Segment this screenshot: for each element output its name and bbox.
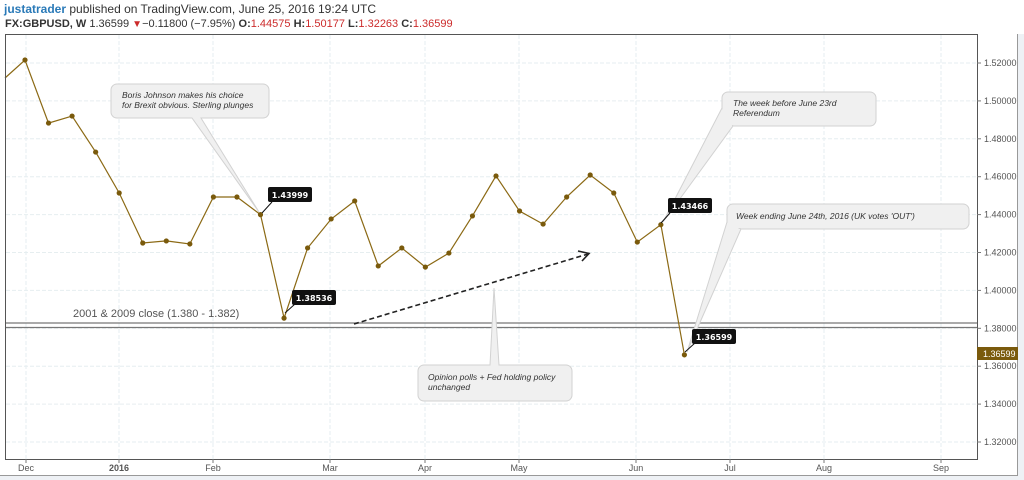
y-tick-label: 1.50000 bbox=[984, 96, 1017, 106]
publisher-line: justatrader published on TradingView.com… bbox=[4, 2, 376, 16]
data-point[interactable] bbox=[210, 194, 216, 200]
y-tick-label: 1.36000 bbox=[984, 361, 1017, 371]
data-point[interactable] bbox=[187, 241, 193, 247]
data-point[interactable] bbox=[163, 238, 169, 244]
callout-opinion[interactable]: Opinion polls + Fed holding policy uncha… bbox=[417, 287, 573, 402]
plot-frame bbox=[5, 34, 978, 460]
data-point[interactable] bbox=[587, 172, 593, 178]
data-point[interactable] bbox=[375, 263, 381, 269]
support-levels[interactable] bbox=[5, 322, 977, 329]
x-tick-label: Aug bbox=[816, 463, 832, 473]
chart-header: justatrader published on TradingView.com… bbox=[0, 0, 1024, 34]
close-value: 1.36599 bbox=[412, 18, 453, 30]
callout-opinion-line2: unchanged bbox=[428, 382, 470, 392]
price-tag-4-text: 1.36599 bbox=[696, 333, 733, 342]
data-point[interactable] bbox=[634, 239, 640, 245]
data-point[interactable] bbox=[328, 216, 334, 222]
data-point[interactable] bbox=[469, 213, 476, 219]
chart-svg[interactable]: 2001 & 2009 close (1.380 - 1.382) Boris … bbox=[0, 34, 1018, 476]
price-tag-1-text: 1.43999 bbox=[272, 191, 309, 200]
y-tick-label: 1.38000 bbox=[984, 323, 1017, 333]
y-tick-label: 1.46000 bbox=[984, 172, 1017, 182]
callout-boris[interactable]: Boris Johnson makes his choice for Brexi… bbox=[110, 83, 270, 213]
callout-boris-line1: Boris Johnson makes his choice bbox=[122, 90, 244, 100]
data-point[interactable] bbox=[281, 315, 287, 321]
data-point[interactable] bbox=[516, 208, 523, 214]
data-point[interactable] bbox=[69, 113, 75, 119]
callout-opinion-line1: Opinion polls + Fed holding policy bbox=[428, 372, 556, 382]
y-tick-label: 1.52000 bbox=[984, 58, 1017, 68]
data-point[interactable] bbox=[257, 212, 264, 218]
publisher-name[interactable]: justatrader bbox=[4, 2, 67, 16]
price-tag-2-text: 1.38536 bbox=[296, 294, 333, 303]
low-value: 1.32263 bbox=[358, 18, 399, 30]
callout-week-before-line2: Referendum bbox=[733, 108, 780, 118]
last-price: 1.36599 bbox=[89, 18, 130, 30]
price-markers bbox=[22, 57, 688, 358]
y-tick-label: 1.40000 bbox=[984, 285, 1017, 295]
data-point[interactable] bbox=[399, 245, 405, 251]
callout-week-before[interactable]: The week before June 23rd Referendum bbox=[662, 91, 877, 223]
y-tick-label: 1.32000 bbox=[984, 437, 1017, 447]
y-tick-label: 1.42000 bbox=[984, 248, 1017, 258]
price-line bbox=[4, 58, 685, 355]
data-point[interactable] bbox=[446, 250, 452, 256]
x-tick-label: Mar bbox=[322, 463, 338, 473]
y-axis[interactable]: 1.52000 1.50000 1.48000 1.46000 1.44000 1.420… bbox=[977, 34, 1018, 476]
x-tick-label: Apr bbox=[418, 463, 432, 473]
data-point[interactable] bbox=[140, 240, 146, 246]
symbol: FX:GBPUSD, W bbox=[5, 18, 87, 30]
data-point[interactable] bbox=[540, 221, 546, 227]
triangle-down-icon: ▼ bbox=[132, 19, 143, 30]
data-point[interactable] bbox=[564, 194, 570, 200]
y-tick-label: 1.48000 bbox=[984, 134, 1017, 144]
current-price-text: 1.36599 bbox=[983, 349, 1016, 359]
symbol-line: FX:GBPUSD, W 1.36599 ▼−0.11800 (−7.95%) … bbox=[5, 18, 453, 30]
data-point[interactable] bbox=[116, 190, 122, 196]
x-tick-label: Dec bbox=[18, 463, 35, 473]
x-tick-label: Feb bbox=[205, 463, 221, 473]
price-tag-4: 1.36599 bbox=[684, 329, 736, 353]
callout-boris-line2: for Brexit obvious. Sterling plunges bbox=[122, 100, 254, 110]
x-tick-label: Jul bbox=[724, 463, 736, 473]
close-label: C: bbox=[401, 18, 413, 30]
price-tag-3: 1.43466 bbox=[660, 198, 712, 224]
x-tick-label: Sep bbox=[933, 463, 949, 473]
data-point[interactable] bbox=[234, 194, 240, 200]
y-tick-label: 1.44000 bbox=[984, 210, 1017, 220]
data-point[interactable] bbox=[22, 57, 28, 63]
high-label: H: bbox=[293, 18, 306, 30]
high-value: 1.50177 bbox=[305, 18, 345, 30]
data-point[interactable] bbox=[352, 198, 358, 204]
y-tick-label: 1.34000 bbox=[984, 399, 1017, 409]
data-point[interactable] bbox=[611, 190, 617, 196]
data-point[interactable] bbox=[658, 222, 664, 228]
data-point[interactable] bbox=[422, 264, 428, 270]
data-point[interactable] bbox=[93, 149, 99, 155]
price-change: −0.11800 (−7.95%) bbox=[142, 18, 236, 30]
price-tag-1: 1.43999 bbox=[261, 187, 312, 214]
level-label: 2001 & 2009 close (1.380 - 1.382) bbox=[73, 308, 239, 320]
callout-week-ending[interactable]: Week ending June 24th, 2016 (UK votes 'O… bbox=[686, 203, 970, 353]
open-label: O: bbox=[238, 18, 251, 30]
trend-arrow[interactable] bbox=[353, 250, 591, 325]
data-point[interactable] bbox=[493, 173, 499, 179]
x-tick-label: Jun bbox=[629, 463, 644, 473]
price-tag-2: 1.38536 bbox=[284, 290, 336, 314]
published-text: published on TradingView.com, June 25, 2… bbox=[69, 2, 377, 16]
data-point[interactable] bbox=[45, 120, 52, 126]
x-tick-label: 2016 bbox=[109, 463, 129, 473]
low-label: L: bbox=[348, 18, 359, 30]
open-value: 1.44575 bbox=[250, 18, 291, 30]
current-price-badge: 1.36599 bbox=[977, 347, 1018, 360]
price-tag-3-text: 1.43466 bbox=[672, 202, 709, 211]
data-point[interactable] bbox=[305, 245, 311, 251]
callout-week-before-line1: The week before June 23rd bbox=[733, 98, 837, 108]
chart-panel[interactable]: 2001 & 2009 close (1.380 - 1.382) Boris … bbox=[0, 34, 1018, 476]
x-axis[interactable]: Dec 2016 Feb Mar Apr May Jun Jul Aug Sep bbox=[0, 459, 1018, 476]
callout-week-ending-line1: Week ending June 24th, 2016 (UK votes 'O… bbox=[736, 211, 915, 221]
data-point[interactable] bbox=[681, 352, 688, 358]
x-tick-label: May bbox=[510, 463, 528, 473]
